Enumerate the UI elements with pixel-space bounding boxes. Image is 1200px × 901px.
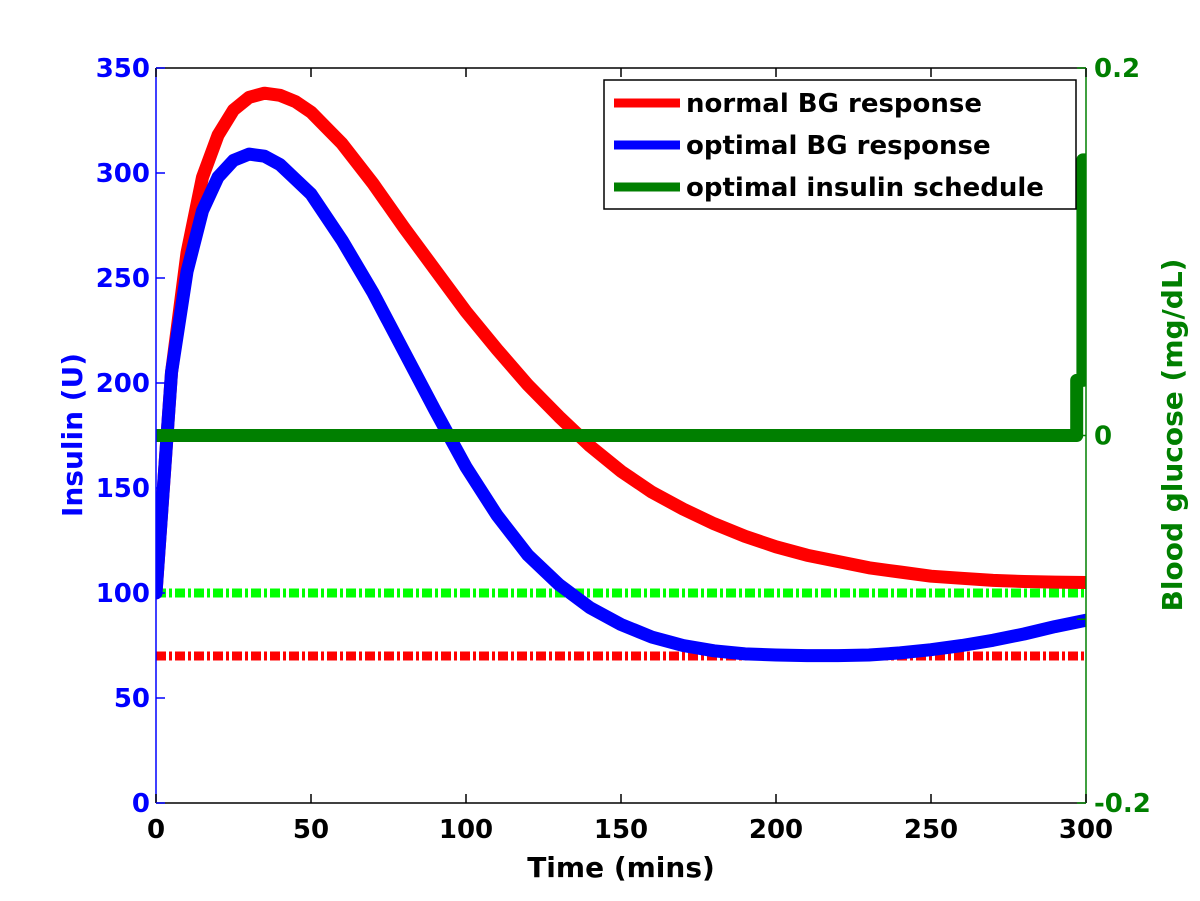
y-tick-label-right: 0.2 xyxy=(1094,54,1140,84)
y-tick-label-left: 100 xyxy=(96,579,150,609)
x-tick-label: 150 xyxy=(594,815,648,845)
y-tick-label-left: 150 xyxy=(96,474,150,504)
series-line-0 xyxy=(156,86,1086,600)
y-tick-label-left: 50 xyxy=(114,684,150,714)
y-axis-title-left: Insulin (U) xyxy=(56,353,89,517)
y-tick-label-left: 200 xyxy=(96,369,150,399)
x-tick-label: 50 xyxy=(293,815,329,845)
y-tick-label-left: 300 xyxy=(96,159,150,189)
y-tick-label-left: 350 xyxy=(96,54,150,84)
y-tick-label-left: 250 xyxy=(96,264,150,294)
series-line-1 xyxy=(156,147,1086,663)
legend-label-normal: normal BG response xyxy=(686,89,982,119)
x-tick-label: 300 xyxy=(1059,815,1113,845)
y-axis-title-right: Blood glucose (mg/dL) xyxy=(1156,259,1189,612)
x-tick-label: 100 xyxy=(439,815,493,845)
y-tick-label-right: -0.2 xyxy=(1094,789,1151,819)
x-tick-label: 250 xyxy=(904,815,958,845)
y-tick-label-left: 0 xyxy=(132,789,150,819)
legend-label-optimal-bg: optimal BG response xyxy=(686,131,991,161)
x-axis-title: Time (mins) xyxy=(527,851,715,884)
series-line-2 xyxy=(156,153,1086,442)
x-tick-label: 200 xyxy=(749,815,803,845)
legend: normal BG response optimal BG response o… xyxy=(603,79,1077,210)
x-tick-label: 0 xyxy=(147,815,165,845)
legend-label-insulin: optimal insulin schedule xyxy=(686,173,1044,203)
y-tick-label-right: 0 xyxy=(1094,422,1112,452)
legend-box xyxy=(603,79,1077,210)
